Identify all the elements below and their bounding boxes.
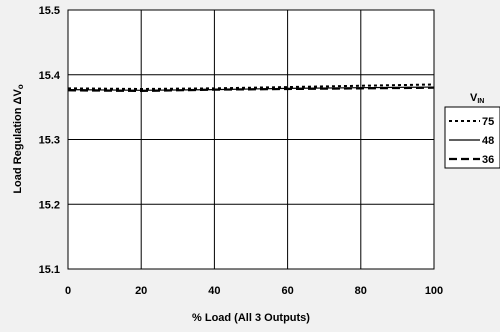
x-axis-title: % Load (All 3 Outputs): [192, 312, 310, 324]
y-tick-label: 15.3: [39, 135, 60, 147]
legend: VIN 75 48 36: [444, 92, 500, 169]
legend-label-36: 36: [482, 154, 494, 166]
y-axis-title-subscript: o: [16, 84, 25, 89]
legend-title: VIN: [470, 92, 484, 105]
y-tick-label: 15.5: [39, 5, 60, 17]
grid: [68, 10, 434, 269]
y-tick-label: 15.1: [39, 264, 60, 276]
legend-title-subscript: IN: [477, 98, 484, 105]
x-tick-label: 40: [208, 285, 220, 297]
x-tick-label: 20: [135, 285, 147, 297]
y-axis-title: Load Regulation ΔVo: [12, 84, 25, 193]
legend-title-main: V: [470, 92, 478, 104]
x-tick-label: 100: [425, 285, 443, 297]
x-tick-label: 80: [355, 285, 367, 297]
series-lines: [67, 83, 435, 93]
x-tick-label: 0: [65, 285, 71, 297]
y-axis-title-main: Load Regulation ΔV: [12, 89, 24, 194]
series-line-36: [67, 86, 435, 93]
x-tick-label: 60: [281, 285, 293, 297]
series-line-75: [67, 83, 435, 90]
x-axis-ticks: 0 20 40 60 80 100: [65, 285, 443, 297]
legend-box: [444, 106, 500, 169]
y-tick-label: 15.2: [39, 199, 60, 211]
y-axis-ticks: 15.1 15.2 15.3 15.4 15.5: [39, 5, 61, 276]
legend-items: 75 48 36: [449, 116, 494, 166]
y-tick-label: 15.4: [39, 70, 61, 82]
legend-label-75: 75: [482, 116, 494, 128]
legend-label-48: 48: [482, 135, 494, 147]
